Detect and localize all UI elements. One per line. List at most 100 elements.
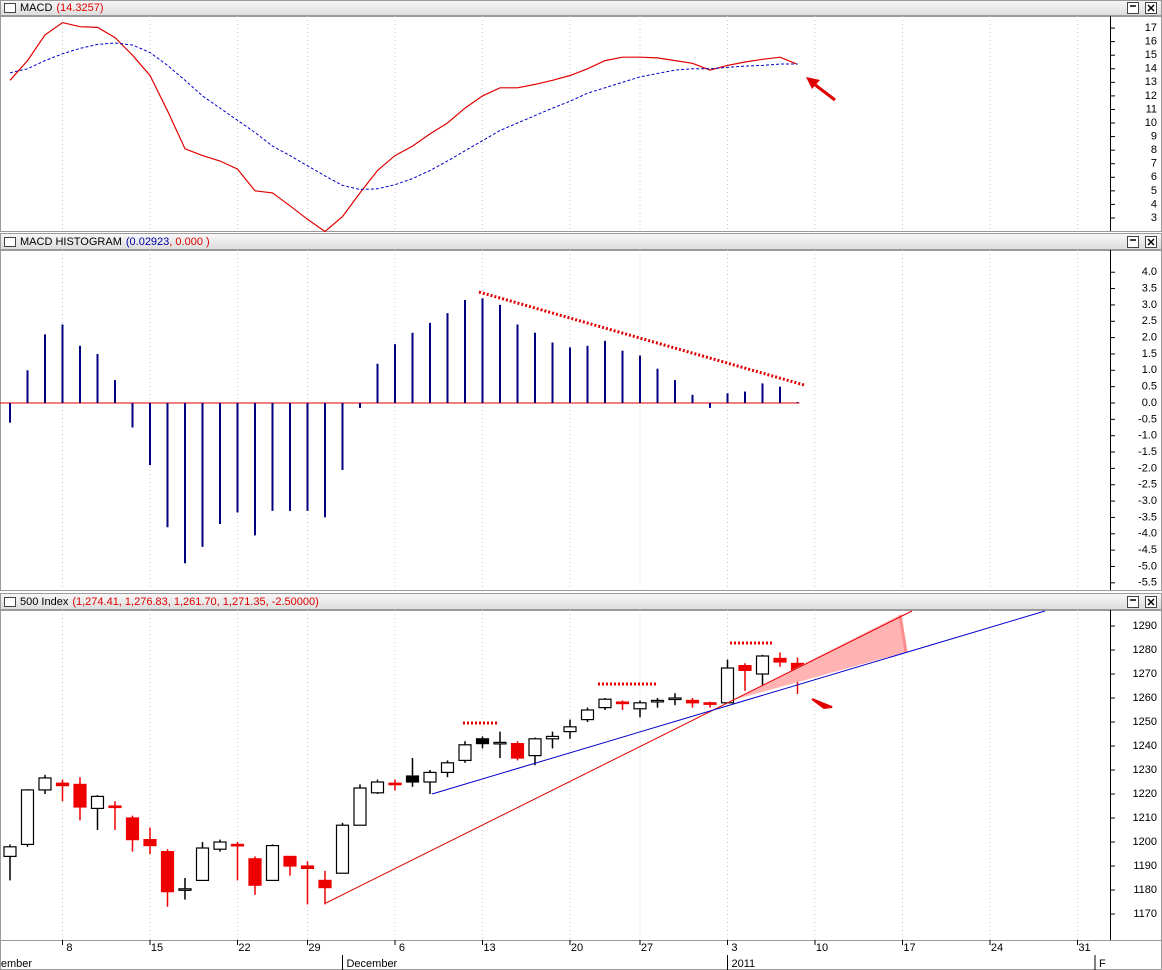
- y-tick-label: 14: [1145, 63, 1157, 75]
- y-tick-label: 2.5: [1142, 315, 1157, 327]
- candle-body: [685, 699, 700, 704]
- candle-body: [283, 855, 297, 867]
- annotations: [325, 77, 1046, 904]
- candle-body: [475, 738, 490, 745]
- y-tick-label: 1190: [1133, 860, 1157, 872]
- panel-title: MACD HISTOGRAM (0.02923, 0.000 ): [20, 236, 210, 248]
- candle-body: [720, 667, 735, 704]
- y-tick-label: -1.0: [1138, 430, 1157, 442]
- y-tick-label: 8: [1151, 144, 1157, 156]
- y-tick-label: 5: [1151, 185, 1157, 197]
- resistance-lines: [463, 641, 774, 725]
- month-label: ember: [1, 958, 33, 970]
- arrow: [813, 82, 836, 102]
- x-tick-label: 31: [1078, 942, 1090, 954]
- candle-body: [125, 817, 140, 841]
- x-tick-label: 8: [66, 942, 72, 954]
- wedge-edge: [898, 614, 908, 653]
- y-tick-label: 12: [1145, 90, 1157, 102]
- y-tick-label: 1.0: [1142, 364, 1157, 376]
- candle-body: [178, 888, 192, 891]
- arrow-head: [806, 77, 820, 89]
- button-glyphs: [1130, 4, 1155, 606]
- candle-body: [388, 782, 402, 786]
- y-tick-label: -4.5: [1138, 544, 1157, 556]
- candle-body: [563, 726, 577, 733]
- panel-title: 500 Index (1,274.41, 1,276.83, 1,261.70, …: [20, 596, 319, 608]
- y-tick-label: 1270: [1133, 668, 1157, 680]
- candle-body: [580, 709, 595, 721]
- y-tick-label: -5.0: [1138, 560, 1157, 572]
- candle-body: [528, 738, 542, 757]
- candle-body: [598, 698, 612, 709]
- y-tick-label: 1290: [1133, 620, 1157, 632]
- candle-body: [650, 699, 665, 703]
- y-tick-label: 1210: [1133, 812, 1157, 824]
- arrow: [811, 698, 833, 710]
- y-tick-label: -3.0: [1138, 495, 1157, 507]
- y-tick-label: 3.5: [1142, 282, 1157, 294]
- panel-icon: [4, 237, 16, 247]
- readout: , 0.000 ): [169, 236, 209, 248]
- y-tick-label: 2.0: [1142, 332, 1157, 344]
- y-tick-label: 1260: [1133, 692, 1157, 704]
- line: [9, 21, 798, 233]
- panel-header: [0, 0, 1162, 16]
- candle-body: [510, 743, 525, 759]
- y-tick-label: 17: [1145, 22, 1157, 34]
- y-tick-label: 7: [1151, 158, 1157, 170]
- y-tick-label: 16: [1145, 36, 1157, 48]
- trend-line: [431, 610, 1046, 795]
- candle-body: [213, 841, 227, 850]
- y-tick-label: 6: [1151, 171, 1157, 183]
- candle-body: [615, 701, 630, 705]
- maximize-button[interactable]: [1127, 596, 1139, 608]
- candle-body: [90, 795, 105, 810]
- candle-body: [773, 657, 787, 663]
- candle-body: [458, 744, 472, 762]
- month-label: December: [346, 958, 397, 970]
- header-icons: [4, 2, 1157, 608]
- y-tick-label: 1.5: [1142, 348, 1157, 360]
- candle-body: [668, 697, 682, 701]
- y-tick-label: 1250: [1133, 716, 1157, 728]
- y-tick-label: 13: [1145, 76, 1157, 88]
- candle-body: [55, 782, 70, 787]
- plots: 345678910111213141516174.03.53.02.52.01.…: [0, 16, 1157, 970]
- y-tick-label: -4.0: [1138, 528, 1157, 540]
- maximize-button[interactable]: [1127, 2, 1139, 14]
- y-tick-label: 9: [1151, 130, 1157, 142]
- candle-body: [265, 845, 280, 882]
- x-tick-label: 15: [151, 942, 163, 954]
- y-tick-label: -2.5: [1138, 479, 1157, 491]
- y-tick-label: 3: [1151, 212, 1157, 224]
- candle-body: [633, 702, 647, 710]
- maximize-button[interactable]: [1127, 236, 1139, 248]
- candle-body: [738, 665, 752, 672]
- x-tick-label: 27: [641, 942, 653, 954]
- panel-icon: [4, 597, 16, 607]
- y-tick-label: 1220: [1133, 788, 1157, 800]
- candle-body: [493, 741, 507, 745]
- y-tick-label: -0.5: [1138, 413, 1157, 425]
- trend-line: [478, 290, 805, 387]
- y-tick-label: 1240: [1133, 740, 1157, 752]
- y-tick-label: 0.5: [1142, 381, 1157, 393]
- y-tick-label: 1170: [1133, 908, 1157, 920]
- readout: (14.3257): [56, 2, 103, 14]
- y-tick-label: 0.0: [1142, 397, 1157, 409]
- title: MACD HISTOGRAM: [20, 236, 122, 248]
- readout: (0.02923: [126, 236, 169, 248]
- candle-body: [703, 702, 717, 705]
- x-tick-label: 17: [903, 942, 915, 954]
- y-tick-label: 1230: [1133, 764, 1157, 776]
- x-tick-label: 3: [731, 942, 737, 954]
- y-tick-label: -1.5: [1138, 446, 1157, 458]
- candle-body: [335, 824, 350, 874]
- y-tick-label: -5.5: [1138, 577, 1157, 589]
- y-tick-label: 1200: [1133, 836, 1157, 848]
- x-tick-label: 10: [816, 942, 828, 954]
- candle-body: [755, 655, 770, 675]
